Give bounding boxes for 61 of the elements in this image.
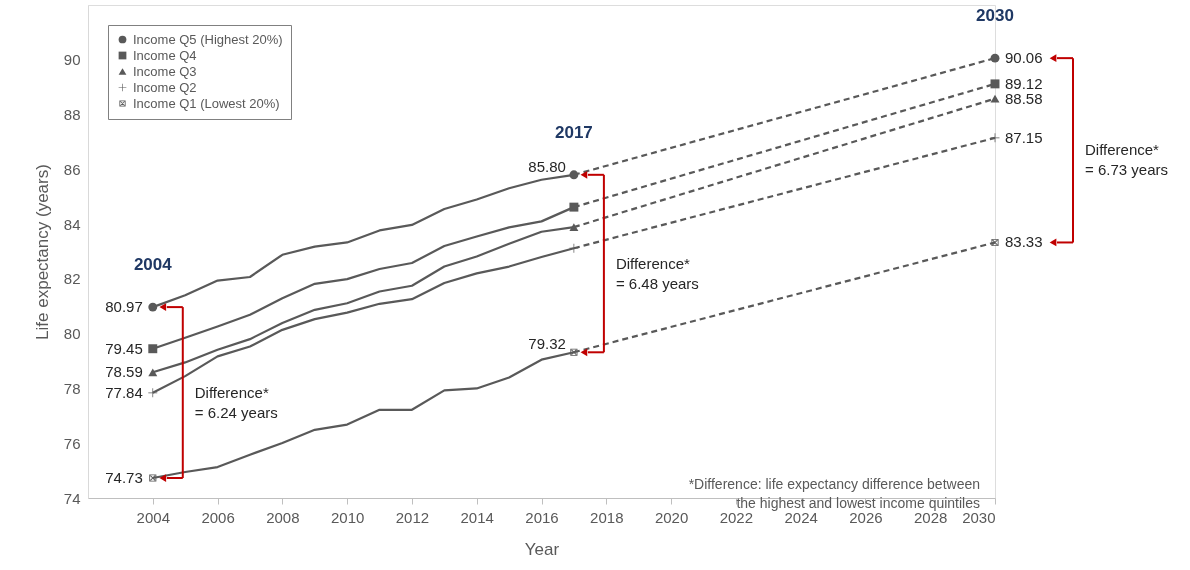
point bbox=[990, 79, 1000, 89]
y-tick-label: 80 bbox=[63, 325, 81, 343]
annotation: Difference* = 6.48 years bbox=[615, 254, 699, 292]
point bbox=[148, 302, 158, 312]
point bbox=[148, 368, 158, 377]
y-axis-title: Life expectancy (years) bbox=[32, 164, 52, 340]
data-label: 77.84 bbox=[105, 383, 143, 401]
y-tick-label: 84 bbox=[63, 215, 81, 233]
x-tick-label: 2004 bbox=[136, 508, 170, 526]
y-tick-label: 90 bbox=[63, 51, 81, 69]
point bbox=[149, 474, 157, 482]
x-tick-label: 2008 bbox=[266, 508, 300, 526]
annotation: 2004 bbox=[133, 255, 173, 275]
point bbox=[569, 223, 579, 231]
annotation: *Difference: life expectancy difference between the highest and lowest income quintiles bbox=[688, 476, 980, 511]
x-tick-label: 2020 bbox=[654, 508, 689, 526]
data-label: 90.06 bbox=[1005, 49, 1043, 67]
data-label: 89.12 bbox=[1005, 74, 1043, 92]
x-tick-label: 2010 bbox=[330, 508, 365, 526]
annotation: 2017 bbox=[554, 122, 593, 142]
point bbox=[570, 348, 578, 356]
x-axis-title: Year bbox=[524, 539, 560, 559]
y-tick-label: 74 bbox=[63, 489, 81, 507]
legend-label: Income Q3 bbox=[133, 63, 197, 79]
data-label: 79.45 bbox=[105, 339, 143, 357]
legend-label: Income Q1 (Lowest 20%) bbox=[133, 95, 280, 111]
data-label: 80.97 bbox=[105, 298, 143, 316]
legend-label: Income Q5 (Highest 20%) bbox=[133, 31, 283, 47]
data-label: 83.33 bbox=[1005, 233, 1043, 251]
point bbox=[569, 202, 579, 212]
point bbox=[569, 170, 579, 180]
y-tick-label: 76 bbox=[63, 434, 81, 452]
data-label: 85.80 bbox=[528, 157, 566, 175]
data-label: 88.58 bbox=[1005, 89, 1043, 107]
data-label: 78.59 bbox=[105, 363, 143, 381]
point bbox=[990, 94, 1000, 103]
annotation: Difference* = 6.24 years bbox=[194, 383, 278, 421]
legend-label: Income Q2 bbox=[133, 79, 197, 95]
text: Difference* = 6.73 years bbox=[1085, 141, 1168, 179]
y-tick-label: 88 bbox=[63, 106, 81, 124]
x-tick-label: 2018 bbox=[590, 508, 624, 526]
y-tick-label: 78 bbox=[63, 379, 81, 397]
x-tick-label: 2030 bbox=[962, 508, 996, 526]
legend-label: Income Q4 bbox=[133, 47, 197, 63]
point bbox=[990, 53, 1000, 63]
x-tick-label: 2026 bbox=[849, 508, 883, 526]
x-tick-label: 2024 bbox=[784, 508, 818, 526]
data-label: 74.73 bbox=[105, 469, 143, 487]
x-tick-label: 2012 bbox=[395, 508, 430, 526]
x-tick-label: 2014 bbox=[460, 508, 494, 526]
y-tick-label: 82 bbox=[63, 270, 81, 288]
point bbox=[148, 344, 158, 354]
point bbox=[148, 388, 158, 398]
annotation: 2030 bbox=[976, 6, 1014, 26]
x-tick-label: 2022 bbox=[719, 508, 754, 526]
x-tick-label: 2016 bbox=[525, 508, 559, 526]
y-tick-label: 86 bbox=[63, 160, 81, 178]
x-tick-label: 2006 bbox=[201, 508, 235, 526]
point bbox=[991, 238, 999, 247]
data-label: 87.15 bbox=[1005, 128, 1043, 146]
data-label: 79.32 bbox=[528, 335, 566, 353]
